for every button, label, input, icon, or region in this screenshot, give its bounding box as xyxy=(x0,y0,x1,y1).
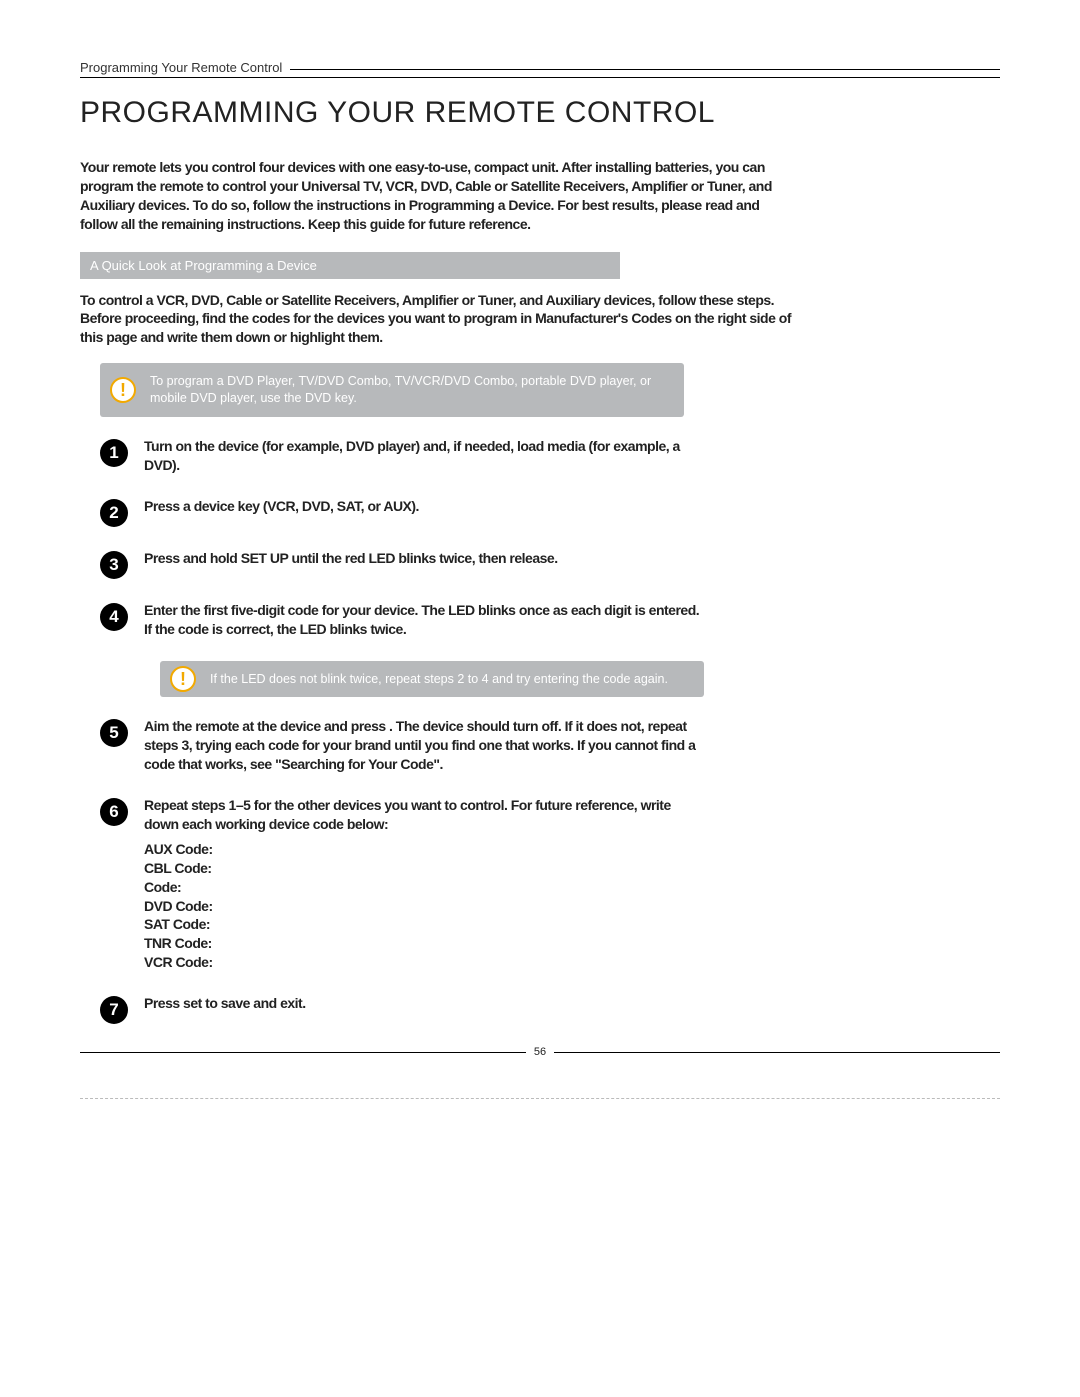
step-number-icon: 6 xyxy=(100,798,128,826)
device-line: DVD Code: xyxy=(144,897,704,916)
step-number-icon: 5 xyxy=(100,719,128,747)
step-6: 6 Repeat steps 1–5 for the other devices… xyxy=(100,796,1000,972)
caution-icon: ! xyxy=(170,666,196,692)
note-box-dvd: ! To program a DVD Player, TV/DVD Combo,… xyxy=(100,363,684,417)
step-4: 4 Enter the first five-digit code for yo… xyxy=(100,601,1000,639)
step-number-icon: 2 xyxy=(100,499,128,527)
page-title: PROGRAMMING YOUR REMOTE CONTROL xyxy=(80,96,1000,130)
device-line: SAT Code: xyxy=(144,915,704,934)
step-1: 1 Turn on the device (for example, DVD p… xyxy=(100,437,1000,475)
step-7: 7 Press set to save and exit. xyxy=(100,994,1000,1024)
step-text: Turn on the device (for example, DVD pla… xyxy=(144,437,704,475)
steps-list: 1 Turn on the device (for example, DVD p… xyxy=(100,437,1000,1024)
device-line: TNR Code: xyxy=(144,934,704,953)
step-3: 3 Press and hold SET UP until the red LE… xyxy=(100,549,1000,579)
step-text: Enter the first five-digit code for your… xyxy=(144,601,704,639)
page-number: 56 xyxy=(526,1046,554,1058)
device-line: Code: xyxy=(144,878,704,897)
header-rule xyxy=(290,69,1000,70)
intro-paragraph: Your remote lets you control four device… xyxy=(80,158,800,234)
step-number-icon: 1 xyxy=(100,439,128,467)
note-box-led: ! If the LED does not blink twice, repea… xyxy=(160,661,704,698)
section-header-text: Programming Your Remote Control xyxy=(80,60,290,75)
step-text: Repeat steps 1–5 for the other devices y… xyxy=(144,796,704,972)
step-2: 2 Press a device key (VCR, DVD, SAT, or … xyxy=(100,497,1000,527)
note-text: To program a DVD Player, TV/DVD Combo, T… xyxy=(150,374,651,405)
caution-icon: ! xyxy=(110,377,136,403)
section-header: Programming Your Remote Control xyxy=(80,60,1000,78)
footer-line-right xyxy=(554,1052,1000,1053)
device-line: CBL Code: xyxy=(144,859,704,878)
step-5: 5 Aim the remote at the device and press… xyxy=(100,717,1000,774)
device-line: AUX Code: xyxy=(144,840,704,859)
step-number-icon: 7 xyxy=(100,996,128,1024)
footer-line-left xyxy=(80,1052,526,1053)
note-text: If the LED does not blink twice, repeat … xyxy=(210,672,668,686)
step-number-icon: 4 xyxy=(100,603,128,631)
cut-line xyxy=(80,1098,1000,1099)
step-text: Press set to save and exit. xyxy=(144,994,306,1013)
sub-intro-paragraph: To control a VCR, DVD, Cable or Satellit… xyxy=(80,291,800,348)
step-number-icon: 3 xyxy=(100,551,128,579)
step6-lead: Repeat steps 1–5 for the other devices y… xyxy=(144,797,671,832)
device-line: VCR Code: xyxy=(144,953,704,972)
step-text: Press and hold SET UP until the red LED … xyxy=(144,549,558,568)
quick-look-banner: A Quick Look at Programming a Device xyxy=(80,252,620,279)
step-text: Press a device key (VCR, DVD, SAT, or AU… xyxy=(144,497,419,516)
manual-page: Programming Your Remote Control PROGRAMM… xyxy=(0,0,1080,1397)
footer-rule: 56 xyxy=(80,1046,1000,1058)
step-text: Aim the remote at the device and press .… xyxy=(144,717,704,774)
device-code-lines: AUX Code: CBL Code: Code: DVD Code: SAT … xyxy=(144,840,704,972)
